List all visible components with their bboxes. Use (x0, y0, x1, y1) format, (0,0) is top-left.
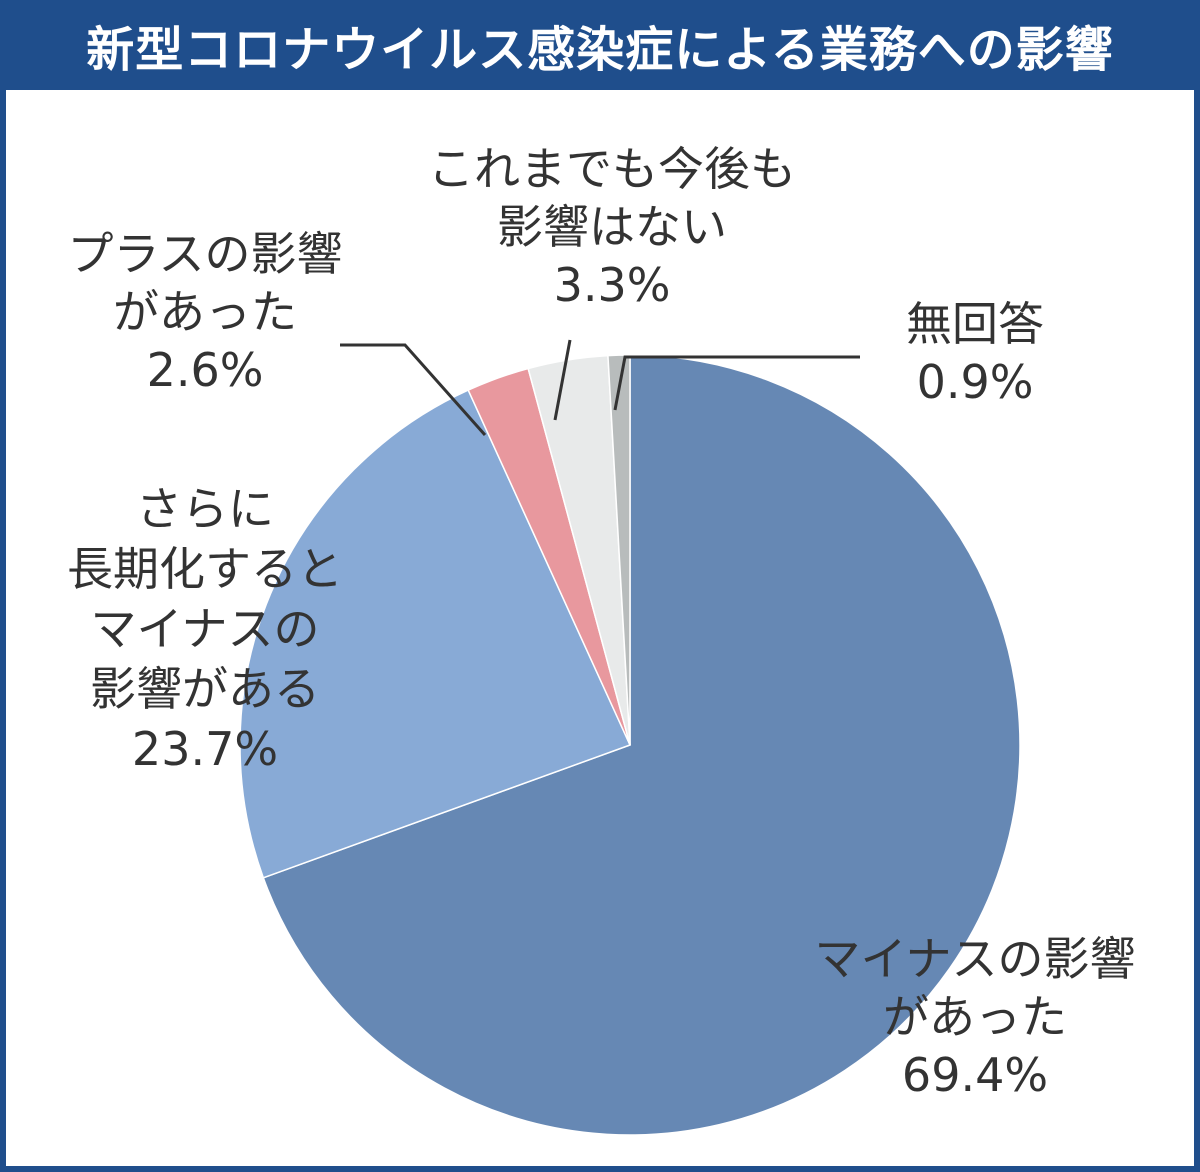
leader-line-5 (613, 355, 860, 411)
slice-label-4-line-2: 影響はない (497, 200, 727, 254)
pie-slice-5 (607, 354, 631, 746)
slice-label-5-line-1: 無回答 (906, 297, 1044, 351)
slice-label-4-line-1: これまでも今後も (428, 142, 796, 196)
slice-label-3-line-1: プラスの影響 (67, 227, 342, 281)
leader-line-3 (340, 343, 487, 436)
pie-slices (239, 354, 1021, 1136)
pie-slice-2 (239, 389, 632, 879)
slice-value-label-4: 3.3% (554, 258, 671, 312)
slice-label-3-line-2: があった (113, 285, 297, 339)
slice-label-1-line-2: があった (883, 990, 1067, 1044)
pie-slice-1 (262, 354, 1021, 1136)
slice-labels: マイナスの影響があった69.4%さらに長期化するとマイナスの影響がある23.7%… (67, 142, 1136, 1102)
slice-label-1-line-1: マイナスの影響 (814, 932, 1135, 986)
slice-value-label-3: 2.6% (147, 343, 264, 397)
slice-label-2-line-1: さらに (136, 482, 274, 536)
slice-label-2-line-2: 長期化すると (67, 542, 343, 596)
slice-label-2-line-4: 影響がある (90, 662, 320, 716)
chart-title: 新型コロナウイルス感染症による業務への影響 (86, 22, 1114, 78)
leader-line-4 (553, 339, 572, 421)
title-bar: 新型コロナウイルス感染症による業務への影響 (0, 0, 1200, 90)
slice-value-label-1: 69.4% (902, 1048, 1048, 1102)
slice-value-label-2: 23.7% (132, 722, 278, 776)
slice-value-label-5: 0.9% (917, 355, 1034, 409)
slice-label-2-line-3: マイナスの (90, 602, 319, 656)
leader-lines (340, 339, 860, 436)
